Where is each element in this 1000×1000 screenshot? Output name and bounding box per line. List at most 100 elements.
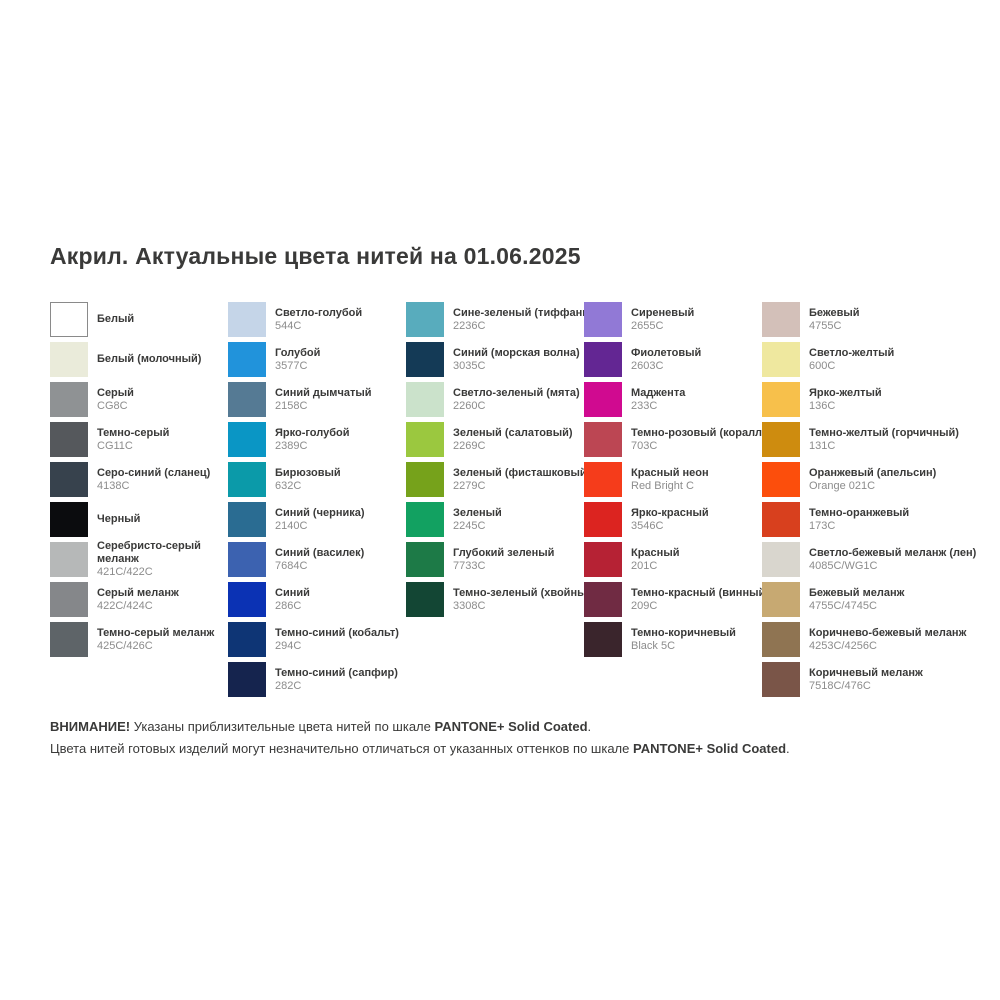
color-name: Ярко-голубой (275, 426, 350, 439)
color-code: 286C (275, 599, 302, 612)
color-row: Белый (молочный) (50, 342, 228, 377)
color-code: 282C (275, 679, 302, 692)
color-name: Темно-серый (97, 426, 170, 439)
color-swatch (50, 462, 88, 497)
color-swatch (228, 502, 266, 537)
color-column: Сиреневый 2655C Фиолетовый 2603C Маджент… (584, 302, 769, 702)
color-row: Серо-синий (сланец) 4138C (50, 462, 228, 497)
color-labels: Темно-оранжевый 173C (809, 507, 909, 533)
color-name: Бежевый (809, 306, 860, 319)
color-code: Black 5C (631, 639, 676, 652)
color-name: Синий (морская волна) (453, 346, 580, 359)
color-code: 2269C (453, 439, 486, 452)
color-swatch (406, 462, 444, 497)
color-labels: Коричнево-бежевый меланж 4253C/4256C (809, 627, 966, 653)
color-row: Темно-зеленый (хвойный) 3308C (406, 582, 597, 617)
color-row: Маджента 233C (584, 382, 762, 417)
color-column: Бежевый 4755C Светло-желтый 600C Ярко-же… (762, 302, 976, 702)
color-code: 209C (631, 599, 658, 612)
color-row: Синий (черника) 2140C (228, 502, 406, 537)
color-swatch (762, 502, 800, 537)
color-name: Серо-синий (сланец) (97, 466, 211, 479)
color-labels: Сиреневый 2655C (631, 307, 762, 333)
color-row: Темно-красный (винный) 209C (584, 582, 769, 617)
color-name: Темно-оранжевый (809, 506, 910, 519)
color-code: 703C (631, 439, 658, 452)
color-code: CG8C (97, 399, 128, 412)
color-swatch (762, 342, 800, 377)
color-swatch (584, 502, 622, 537)
color-row: Ярко-красный 3546C (584, 502, 762, 537)
color-swatch (584, 462, 622, 497)
footer-line: Цвета нитей готовых изделий могут незнач… (50, 741, 790, 756)
color-row: Синий (морская волна) 3035C (406, 342, 584, 377)
color-row: Бежевый меланж 4755C/4745C (762, 582, 940, 617)
color-swatch (762, 582, 800, 617)
color-row: Бирюзовый 632C (228, 462, 406, 497)
color-labels: Белый (97, 313, 219, 326)
color-swatch (762, 302, 800, 337)
color-labels: Ярко-красный 3546C (631, 507, 762, 533)
color-row: Темно-желтый (горчичный) 131C (762, 422, 959, 457)
color-row: Темно-розовый (коралл) 703C (584, 422, 766, 457)
color-row: Темно-синий (сапфир) 282C (228, 662, 406, 697)
footer-line: ВНИМАНИЕ! Указаны приблизительные цвета … (50, 719, 592, 734)
color-swatch (50, 342, 88, 377)
color-name: Темно-розовый (коралл) (631, 426, 766, 439)
color-labels: Зеленый (фисташковый) 2279C (453, 466, 591, 493)
color-labels: Синий (василек) 7684C (275, 547, 406, 573)
color-swatch (50, 622, 88, 657)
color-swatch (406, 342, 444, 377)
color-swatch (406, 542, 444, 577)
color-swatch (406, 422, 444, 457)
color-swatch (228, 342, 266, 377)
color-name: Белый (97, 313, 135, 325)
color-name: Темно-коричневый (631, 626, 736, 639)
color-name: Зеленый (фисташковый) (453, 466, 591, 479)
color-swatch (228, 422, 266, 457)
color-name: Темно-синий (сапфир) (275, 666, 398, 679)
color-row: Сиреневый 2655C (584, 302, 762, 337)
color-code: 173C (809, 519, 836, 532)
color-code: 2140C (275, 519, 308, 532)
color-swatch (584, 622, 622, 657)
color-name: Красный неон (631, 466, 709, 479)
color-swatch (762, 662, 800, 697)
color-swatch (584, 342, 622, 377)
color-name: Зеленый (салатовый) (453, 426, 573, 439)
color-code: 2158C (275, 399, 308, 412)
color-name: Маджента (631, 386, 686, 399)
color-column: Сине-зеленый (тиффани) 2236C Синий (морс… (406, 302, 597, 702)
color-row: Светло-зеленый (мята) 2260C (406, 382, 584, 417)
color-column: Светло-голубой 544C Голубой 3577C Синий … (228, 302, 406, 702)
color-row: Бежевый 4755C (762, 302, 940, 337)
color-labels: Красный неон Red Bright C (631, 467, 762, 493)
color-labels: Серый CG8C (97, 387, 219, 413)
color-swatch (228, 382, 266, 417)
color-swatch (228, 662, 266, 697)
color-row: Фиолетовый 2603C (584, 342, 762, 377)
color-labels: Бежевый 4755C (809, 307, 860, 333)
color-name: Голубой (275, 346, 321, 359)
color-swatch (228, 462, 266, 497)
color-row: Серебристо-серый меланж 421C/422C (50, 540, 228, 578)
color-labels: Черный (97, 513, 219, 526)
color-swatch (762, 622, 800, 657)
color-labels: Синий (морская волна) 3035C (453, 347, 584, 373)
color-code: 4085C/WG1C (809, 559, 878, 572)
color-swatch (50, 382, 88, 417)
color-code: 2260C (453, 399, 486, 412)
color-swatch (584, 422, 622, 457)
color-name: Сиреневый (631, 306, 695, 319)
color-labels: Коричневый меланж 7518C/476C (809, 667, 923, 693)
color-row: Зеленый (салатовый) 2269C (406, 422, 584, 457)
color-labels: Ярко-голубой 2389C (275, 427, 406, 453)
color-name: Глубокий зеленый (453, 546, 555, 559)
color-name: Светло-бежевый меланж (лен) (809, 546, 977, 559)
color-labels: Темно-серый CG11C (97, 427, 219, 453)
color-code: 4138C (97, 479, 130, 492)
color-row: Темно-коричневый Black 5C (584, 622, 762, 657)
color-labels: Зеленый 2245C (453, 507, 584, 533)
color-swatch (228, 302, 266, 337)
color-name: Темно-серый меланж (97, 626, 215, 639)
